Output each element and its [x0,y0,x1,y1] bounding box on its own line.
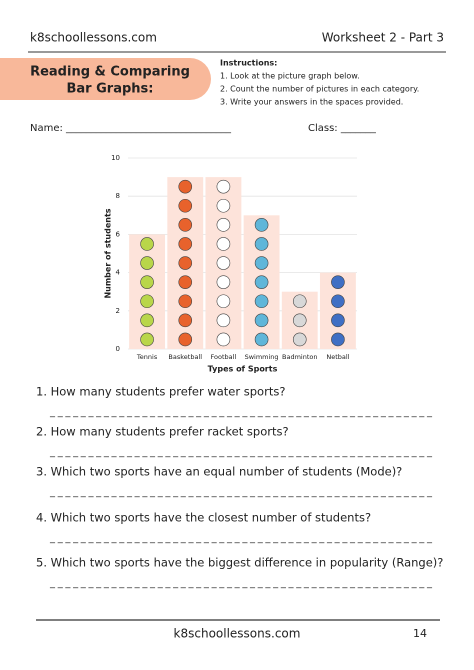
picture-icon [292,313,307,328]
picture-icon [178,294,193,309]
answer-line: ________________________________________… [49,487,433,498]
instruction: 2. Count the number of pictures in each … [220,85,419,94]
x-tick-label: Football [211,353,237,361]
question: 5. Which two sports have the biggest dif… [36,556,443,570]
title: Bar Graphs: [67,82,154,97]
x-tick-label: Basketball [168,353,202,361]
y-tick-label: 10 [111,154,120,162]
x-tick-label: Badminton [282,353,317,361]
question: 1. How many students prefer water sports… [36,385,285,399]
picture-icon [140,275,154,289]
header-site: k8schoollessons.com [30,31,157,45]
questions: 1. How many students prefer water sports… [36,385,443,590]
picture-icon [140,313,154,328]
title-banner [0,58,211,100]
header-worksheet: Worksheet 2 - Part 3 [322,31,444,45]
picture-icon [216,237,231,251]
picture-icon [254,218,269,232]
question: 3. Which two sports have an equal number… [36,465,402,479]
footer-site: k8schoollessons.com [174,627,301,641]
picture-icon [254,313,269,328]
picture-icon [216,256,231,270]
name-field: Name: _________________________________ [30,123,232,134]
picture-icon [178,275,193,289]
class-field: Class: _______ [308,123,377,134]
title: Reading & Comparing [30,65,190,80]
picture-icon [140,256,154,270]
picture-icon [178,237,193,251]
picture-icon [216,179,231,194]
answer-line: ________________________________________… [49,533,433,544]
picture-icon [331,275,345,289]
picture-icon [331,313,345,328]
picture-icon [178,256,193,270]
picture-icon [254,332,269,347]
instruction: 1. Look at the picture graph below. [220,72,360,81]
answer-line: ________________________________________… [49,447,433,458]
picture-icon [140,237,154,251]
instruction: 3. Write your answers in the spaces prov… [220,98,403,107]
picture-icon [216,198,231,213]
picture-icon [216,275,231,289]
chart: 0 2 4 6 8 10 Tennis Basketball Football Swimming B… [104,154,357,374]
y-tick-label: 4 [116,269,121,277]
picture-icon [254,237,269,251]
picture-icon [331,332,345,347]
picture-icon [216,332,231,347]
x-tick-label: Tennis [136,353,158,361]
picture-icon [178,313,193,328]
y-tick-label: 6 [116,230,121,238]
picture-icon [292,294,307,309]
picture-icon [254,294,269,309]
y-axis-label: Number of students [104,208,113,298]
picture-icon [178,179,193,194]
question: 4. Which two sports have the closest num… [36,511,371,525]
answer-line: ________________________________________… [49,578,433,589]
x-axis-label: Types of Sports [208,365,278,374]
picture-icon [216,218,231,232]
picture-icon [140,294,154,309]
picture-icon [178,198,193,213]
picture-icon [178,218,193,232]
picture-icon [216,313,231,328]
picture-icon [254,275,269,289]
picture-icon [178,332,193,347]
y-tick-label: 8 [116,192,120,200]
x-tick-label: Netball [326,353,349,361]
bar [129,234,166,349]
picture-icon [292,332,307,347]
instructions-label: Instructions: [220,59,277,68]
y-tick-label: 2 [116,307,120,315]
picture-icon [254,256,269,270]
answer-line: ________________________________________… [49,407,433,418]
picture-icon [140,332,154,347]
page-number: 14 [413,627,427,640]
picture-icon [216,294,231,309]
question: 2. How many students prefer racket sport… [36,425,289,439]
picture-icon [331,294,345,309]
y-tick-label: 0 [116,345,120,353]
x-tick-label: Swimming [245,353,279,361]
